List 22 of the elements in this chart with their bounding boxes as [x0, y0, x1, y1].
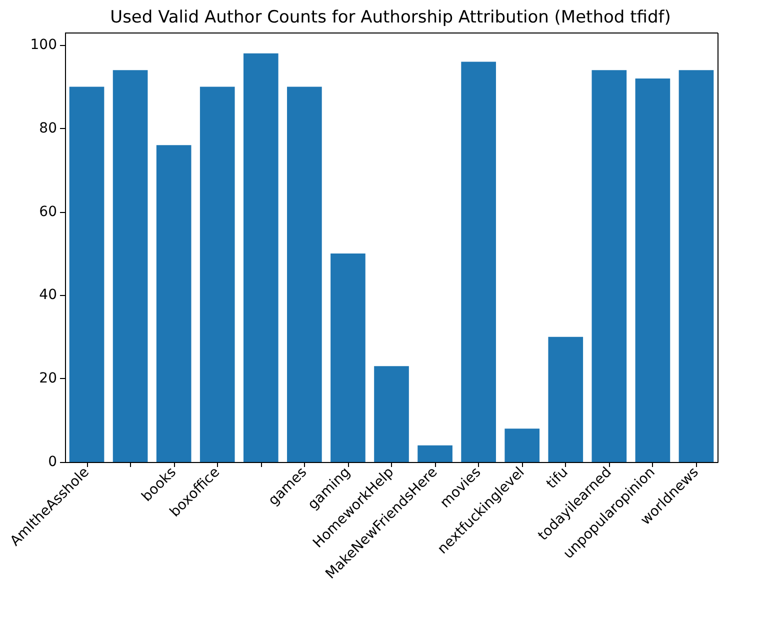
y-tick-label: 100: [30, 37, 57, 54]
bar: [461, 62, 496, 462]
y-tick-label: 40: [39, 287, 57, 304]
chart-title: Used Valid Author Counts for Authorship Attribution (Method tfidf): [110, 8, 671, 28]
bar: [418, 445, 452, 462]
bar: [374, 366, 409, 462]
bar: [678, 70, 714, 462]
bar: [504, 428, 540, 462]
y-tick-label: 80: [39, 120, 57, 136]
bar: [156, 145, 192, 462]
y-tick-label: 0: [48, 454, 57, 470]
bar: [635, 78, 670, 462]
bar: [200, 86, 235, 462]
bar: [287, 86, 322, 462]
bar: [69, 86, 104, 462]
bar: [112, 70, 148, 462]
bar: [548, 336, 584, 462]
bar: [330, 254, 366, 462]
y-tick-label: 20: [39, 370, 57, 387]
y-tick-label: 60: [39, 204, 57, 220]
bar: [243, 53, 278, 462]
bar: [592, 70, 627, 462]
